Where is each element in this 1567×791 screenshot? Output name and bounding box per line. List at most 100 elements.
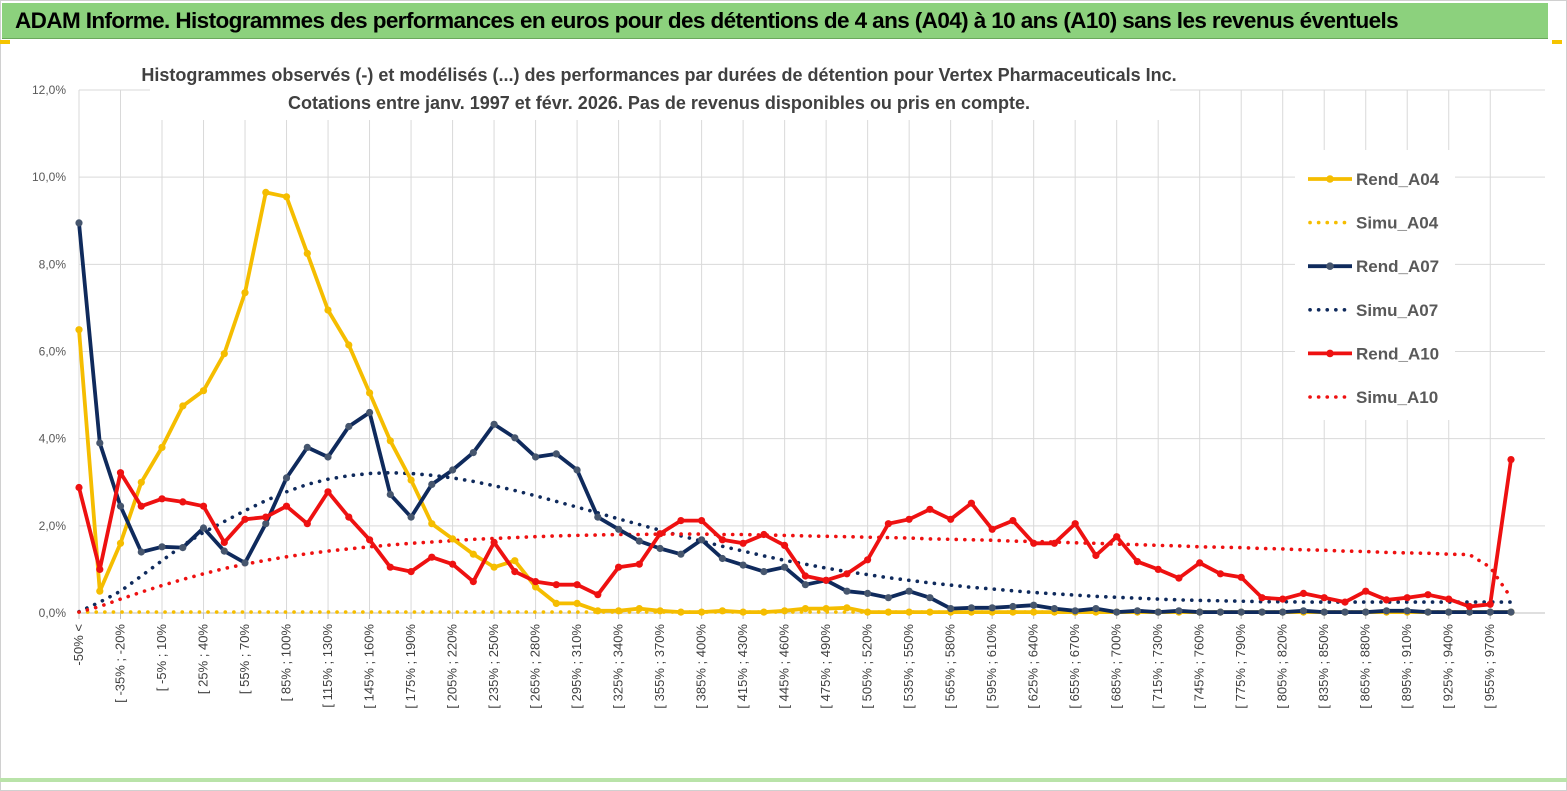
- data-point-Rend_A10: [926, 505, 934, 513]
- data-point-Rend_A07: [635, 537, 643, 545]
- data-point-Rend_A04: [718, 607, 727, 615]
- data-point-Rend_A07: [1030, 601, 1038, 609]
- data-point-Rend_A10: [179, 498, 187, 506]
- data-point-Rend_A07: [449, 466, 457, 474]
- data-point-Rend_A07: [96, 439, 104, 447]
- data-point-Rend_A04: [282, 193, 291, 201]
- data-point-Rend_A07: [345, 422, 353, 431]
- x-tick-label: [ 325% ; 340%: [611, 624, 626, 709]
- y-tick-label: 0,0%: [39, 606, 67, 620]
- data-point-Rend_A07: [1216, 608, 1224, 616]
- data-point-Rend_A07: [137, 548, 145, 556]
- x-tick-label: [ 655% ; 670%: [1067, 624, 1082, 709]
- data-point-Rend_A04: [366, 389, 374, 397]
- x-tick-label: [ 85% ; 100%: [279, 624, 294, 702]
- data-point-Rend_A07: [781, 563, 789, 571]
- data-point-Rend_A04: [843, 604, 851, 612]
- data-point-Rend_A10: [469, 578, 477, 586]
- y-axis: 0,0% 2,0% 4,0% 6,0% 8,0% 10,0% 12,0%: [32, 83, 66, 620]
- data-point-Rend_A04: [407, 476, 415, 484]
- legend-label: Rend_A10: [1356, 344, 1439, 363]
- data-point-Rend_A04: [532, 583, 540, 591]
- data-point-Rend_A07: [1258, 608, 1266, 616]
- data-point-Rend_A04: [905, 608, 913, 616]
- data-point-Rend_A04: [594, 607, 602, 615]
- data-point-Rend_A10: [116, 469, 125, 477]
- x-tick-label: [ 235% ; 250%: [486, 624, 501, 709]
- x-tick-label: [ 565% ; 580%: [943, 624, 958, 709]
- x-tick-label: [ 895% ; 910%: [1399, 624, 1414, 709]
- data-point-Rend_A10: [1403, 594, 1411, 602]
- data-point-Rend_A07: [1154, 608, 1162, 616]
- legend-label: Rend_A04: [1356, 170, 1440, 189]
- x-tick-label: [ 475% ; 490%: [818, 624, 833, 709]
- data-point-Rend_A07: [469, 449, 477, 457]
- data-point-Rend_A07: [1299, 607, 1308, 615]
- data-point-Rend_A04: [573, 599, 581, 608]
- data-point-Rend_A10: [262, 513, 270, 521]
- data-point-Rend_A07: [324, 453, 332, 461]
- data-point-Rend_A10: [573, 581, 581, 589]
- data-point-Rend_A10: [1424, 591, 1432, 599]
- data-point-Rend_A04: [428, 520, 436, 528]
- x-tick-label: [ 55% ; 70%: [237, 624, 252, 695]
- x-tick-label: [ 295% ; 310%: [569, 624, 584, 709]
- data-point-Rend_A10: [428, 553, 436, 561]
- data-point-Rend_A07: [988, 604, 996, 612]
- data-point-Rend_A10: [1258, 594, 1266, 602]
- data-point-Rend_A07: [1009, 602, 1017, 611]
- legend-marker: [1326, 262, 1334, 271]
- title-background: [150, 58, 1170, 120]
- data-point-Rend_A07: [967, 604, 976, 612]
- legend-label: Simu_A07: [1356, 301, 1438, 320]
- data-point-Rend_A04: [116, 539, 125, 547]
- data-point-Rend_A04: [677, 608, 685, 616]
- data-point-Rend_A07: [1507, 608, 1515, 616]
- data-point-Rend_A04: [179, 402, 187, 410]
- data-point-Rend_A04: [656, 607, 664, 615]
- data-point-Rend_A10: [1133, 558, 1141, 566]
- data-point-Rend_A07: [262, 520, 270, 528]
- data-point-Rend_A04: [635, 605, 643, 613]
- x-tick-label: [ 265% ; 280%: [528, 624, 543, 709]
- data-point-Rend_A10: [1237, 573, 1245, 581]
- data-point-Rend_A10: [1050, 539, 1058, 547]
- data-point-Rend_A10: [220, 538, 228, 547]
- x-tick-label: [ 355% ; 370%: [652, 624, 667, 709]
- data-point-Rend_A07: [386, 490, 394, 499]
- data-point-Rend_A04: [552, 599, 560, 608]
- banner-title: ADAM Informe. Histogrammes des performan…: [15, 8, 1399, 33]
- data-point-Rend_A10: [864, 556, 872, 564]
- data-point-Rend_A10: [1092, 551, 1100, 560]
- chart-title-line2: Cotations entre janv. 1997 et févr. 2026…: [288, 93, 1030, 113]
- data-point-Rend_A10: [698, 517, 706, 525]
- data-point-Rend_A10: [781, 541, 789, 550]
- data-point-Rend_A10: [1382, 596, 1391, 604]
- x-tick-label: [ -5% ; 10%: [154, 624, 169, 692]
- data-point-Rend_A10: [449, 560, 457, 568]
- data-point-Rend_A10: [1299, 589, 1308, 598]
- data-point-Rend_A10: [303, 520, 311, 528]
- bottom-strip: [0, 778, 1567, 782]
- data-point-Rend_A10: [739, 539, 747, 547]
- x-tick-label: [ 205% ; 220%: [445, 624, 460, 709]
- data-point-Rend_A07: [843, 587, 851, 595]
- series-line-Rend_A10: [77, 459, 1513, 609]
- data-point-Rend_A07: [1341, 608, 1349, 616]
- x-tick-label: [ 835% ; 850%: [1316, 624, 1331, 709]
- data-point-Rend_A10: [1113, 533, 1121, 541]
- data-point-Rend_A10: [511, 568, 519, 576]
- data-point-Rend_A07: [303, 443, 311, 451]
- data-point-Rend_A04: [96, 587, 104, 595]
- data-point-Rend_A10: [988, 525, 996, 533]
- data-point-Rend_A07: [615, 525, 623, 533]
- data-point-Rend_A07: [1133, 607, 1141, 615]
- legend-label: Rend_A07: [1356, 257, 1439, 276]
- data-point-Rend_A10: [96, 565, 104, 574]
- data-point-Rend_A04: [303, 249, 311, 257]
- series-line-Rend_A07: [77, 222, 1511, 614]
- data-point-Rend_A10: [843, 570, 851, 578]
- data-point-Rend_A10: [635, 560, 643, 568]
- x-tick-label: [ 625% ; 640%: [1026, 624, 1041, 709]
- data-point-Rend_A04: [220, 350, 228, 358]
